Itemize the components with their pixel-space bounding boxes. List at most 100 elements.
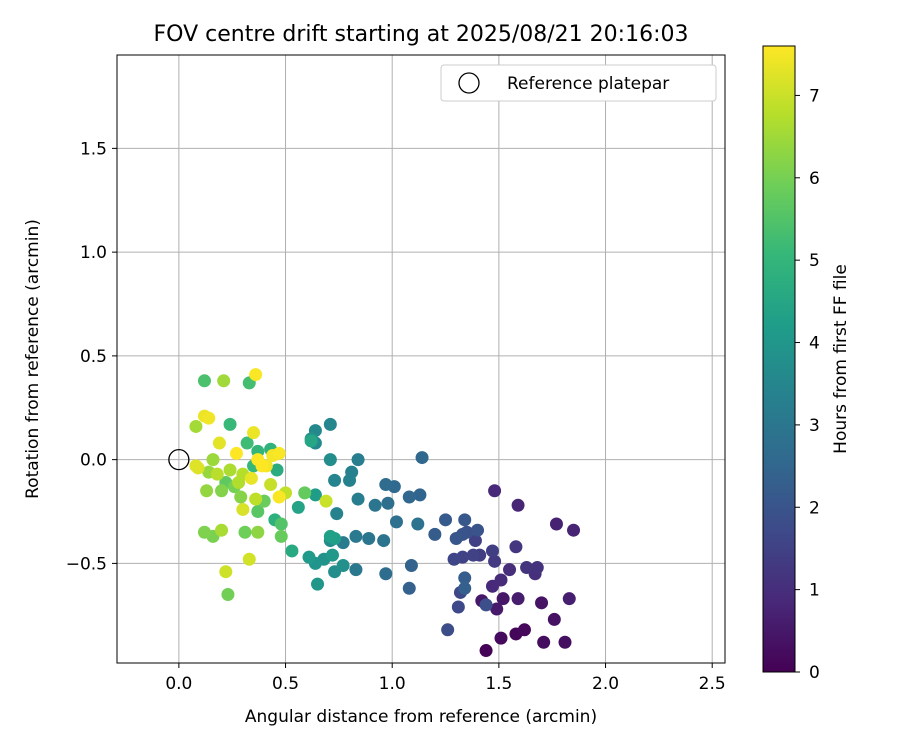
colorbar-label: Hours from first FF file [831,264,851,454]
data-point [377,534,391,548]
y-axis-label: Rotation from reference (arcmin) [23,219,43,499]
data-point [215,484,229,498]
data-point [249,492,263,506]
data-point [415,451,429,465]
data-point [255,459,269,473]
data-point [488,484,502,498]
colorbar-tick-label: 7 [809,86,820,106]
data-point [520,561,534,575]
data-point [202,411,216,425]
data-point [458,513,472,527]
legend: Reference platepar [440,64,717,102]
data-point [319,494,333,508]
data-point [336,558,350,572]
data-point [349,529,363,543]
data-point [212,436,226,450]
data-point [197,374,211,388]
colorbar-tick-label: 0 [809,663,820,683]
data-points [189,368,581,658]
data-point [238,525,252,539]
data-point [323,417,337,431]
data-point [311,577,325,591]
data-point [197,525,211,539]
data-point [343,473,357,487]
data-point [349,563,363,577]
data-point [494,631,508,645]
data-point [413,488,427,502]
data-point [274,529,288,543]
x-tick-label: 0.0 [165,674,192,694]
data-point [323,529,337,543]
data-point [323,453,337,467]
legend-label: Reference platepar [507,74,669,94]
data-point [458,571,472,585]
data-point [272,490,286,504]
data-point [494,573,508,587]
x-tick-label: 2.5 [699,674,726,694]
data-point [517,623,531,637]
data-point [479,598,493,612]
data-point [249,368,263,382]
colorbar-tick-label: 1 [809,581,820,601]
data-point [244,471,258,485]
data-point [217,374,231,388]
data-point [325,548,339,562]
data-point [535,596,549,610]
data-point [471,523,485,537]
data-point [298,486,312,500]
y-tick-label: 1.5 [80,139,107,159]
colorbar-ticks: 0 1 2 3 4 5 6 7 [795,86,820,683]
legend-box [440,64,717,102]
data-point [368,498,382,512]
colorbar-tick-label: 4 [809,334,820,354]
data-point [441,623,455,637]
data-point [451,600,465,614]
data-point [302,550,316,564]
data-point [449,531,463,545]
data-point [189,459,203,473]
data-point [308,488,322,502]
grid-lines [117,55,725,663]
reference-marker [168,448,190,471]
data-point [285,544,299,558]
data-point [234,490,248,504]
data-point [547,612,561,626]
data-point [567,523,581,537]
colorbar: 0 1 2 3 4 5 6 7 Hours from first FF file [762,45,851,683]
y-tick-label: 0.0 [80,451,107,471]
data-point [251,525,265,539]
data-point [362,531,376,545]
data-point [379,567,393,581]
colorbar-tick-label: 2 [809,498,820,518]
data-point [236,502,250,516]
data-point [379,478,393,492]
data-point [447,552,461,566]
data-point [210,467,224,481]
data-point [270,463,284,477]
x-tick-label: 0.5 [272,674,299,694]
data-point [328,473,342,487]
data-point [485,544,499,558]
data-point [221,588,235,602]
data-point [479,644,493,658]
data-point [402,490,416,504]
data-point [496,592,510,606]
data-point [511,498,525,512]
data-point [458,581,472,595]
data-point [411,517,425,531]
data-point [468,534,482,548]
data-point [428,527,442,541]
data-point [503,563,517,577]
y-tick-label: 0.5 [80,347,107,367]
data-point [330,507,344,521]
data-point [530,561,544,575]
y-axis-ticks: −0.5 0.0 0.5 1.0 1.5 [66,139,117,574]
data-point [509,540,523,554]
data-point [490,602,504,616]
data-point [389,515,403,529]
colorbar-tick-label: 6 [809,169,820,189]
data-point [189,419,203,433]
data-point [549,517,563,531]
y-tick-label: 1.0 [80,243,107,263]
